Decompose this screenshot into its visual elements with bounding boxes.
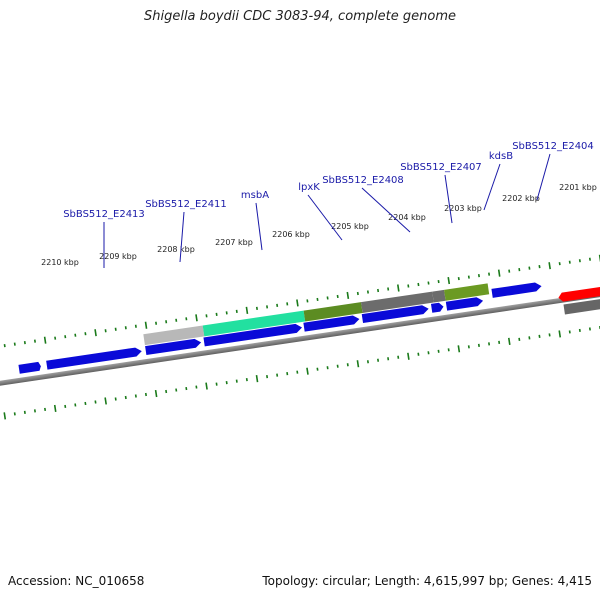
gene-label[interactable]: lpxK — [298, 182, 320, 193]
gene-label[interactable]: kdsB — [489, 151, 513, 162]
major-tick — [144, 321, 148, 329]
kbp-label: 2210 kbp — [41, 258, 79, 267]
major-tick — [53, 404, 57, 413]
major-tick — [154, 389, 158, 398]
gene-leader-line — [179, 211, 185, 263]
kbp-label: 2201 kbp — [559, 183, 597, 192]
major-tick — [407, 352, 410, 360]
gene-block-dark-gray[interactable] — [360, 291, 434, 313]
gene-block-gray-small[interactable] — [432, 289, 446, 303]
major-tick — [195, 314, 198, 322]
cds-arrow[interactable] — [18, 361, 41, 374]
gene-leader-line — [536, 153, 551, 201]
major-tick — [457, 345, 461, 353]
major-tick — [296, 299, 299, 307]
gene-block-light-gray[interactable] — [143, 325, 205, 346]
gene-leader-line — [361, 187, 411, 233]
kbp-label: 2205 kbp — [331, 222, 369, 231]
gene-label[interactable]: SbBS512_E2407 — [400, 162, 482, 173]
kbp-label: 2204 kbp — [388, 213, 426, 222]
gene-label[interactable]: SbBS512_E2408 — [322, 175, 404, 186]
cds-arrow[interactable] — [445, 296, 484, 311]
major-tick — [558, 330, 562, 338]
cds-arrow[interactable] — [303, 315, 360, 332]
gene-features — [18, 282, 600, 374]
cds-arrow[interactable] — [491, 282, 542, 298]
kbp-label: 2208 kbp — [157, 245, 195, 254]
kbp-label: 2202 kbp — [502, 194, 540, 203]
gene-leader-line — [255, 202, 263, 251]
major-tick — [447, 276, 451, 285]
kbp-label: 2206 kbp — [272, 230, 310, 239]
gene-leader-line — [444, 174, 453, 224]
map-title: Shigella boydii CDC 3083-94, complete ge… — [143, 9, 457, 24]
kbp-label: 2203 kbp — [444, 204, 482, 213]
cds-arrow[interactable] — [145, 338, 202, 356]
cds-arrow[interactable] — [46, 347, 142, 370]
major-tick — [397, 284, 400, 292]
highlight-feature[interactable] — [558, 283, 600, 302]
gene-leader-line — [483, 163, 501, 211]
major-tick — [43, 336, 47, 344]
major-tick — [548, 262, 551, 270]
major-tick — [507, 337, 511, 345]
genome-backbone — [0, 277, 600, 399]
gene-label[interactable]: SbBS512_E2411 — [145, 199, 227, 210]
major-tick — [3, 412, 7, 420]
major-tick — [306, 367, 309, 375]
kbp-label: 2207 kbp — [215, 238, 253, 247]
major-tick — [245, 306, 249, 314]
gene-label[interactable]: msbA — [241, 190, 269, 201]
kbp-labels: 2210 kbp 2209 kbp 2208 kbp 2207 kbp 2206 kbp… — [41, 183, 597, 267]
gene-block-lpxK[interactable] — [303, 302, 363, 322]
gene-labels: SbBS512_E2413SbBS512_E2411msbAlpxKSbBS51… — [63, 141, 594, 268]
gene-label[interactable]: SbBS512_E2413 — [63, 209, 145, 220]
accession-text: Accession: NC_010658 — [8, 574, 145, 588]
gene-block-kdsB[interactable] — [444, 283, 490, 301]
cds-arrow[interactable] — [361, 304, 430, 324]
major-tick — [205, 382, 208, 390]
major-tick — [356, 360, 360, 368]
cds-arrow[interactable] — [430, 302, 444, 313]
gene-label[interactable]: SbBS512_E2404 — [512, 141, 594, 152]
tick-row-bottom — [3, 325, 600, 420]
major-tick — [255, 375, 259, 383]
major-tick — [104, 397, 107, 405]
major-tick — [497, 269, 501, 277]
genome-summary-text: Topology: circular; Length: 4,615,997 bp… — [262, 574, 592, 588]
gene-block-right-gray[interactable] — [563, 295, 600, 315]
gene-block-msbA[interactable] — [202, 310, 306, 337]
gene-leader-line — [307, 194, 343, 241]
kbp-label: 2209 kbp — [99, 252, 137, 261]
major-tick — [94, 329, 97, 337]
major-tick — [346, 291, 350, 300]
cds-arrow[interactable] — [203, 323, 303, 347]
